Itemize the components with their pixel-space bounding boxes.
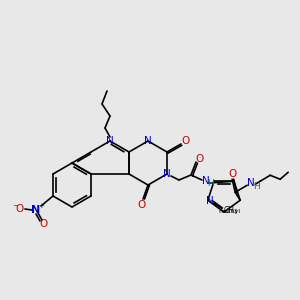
Text: N: N [202,176,210,186]
Text: H: H [208,179,214,188]
Text: −: − [12,203,18,209]
Text: N: N [144,136,152,146]
Text: N: N [32,205,40,215]
Text: +: + [38,203,44,209]
Text: CH₃: CH₃ [224,206,238,215]
Text: O: O [138,200,146,210]
Text: methyl: methyl [219,209,241,214]
Text: N: N [247,178,255,188]
Text: N: N [106,136,114,146]
Text: N: N [206,196,214,206]
Text: O: O [40,219,48,229]
Text: O: O [15,204,23,214]
Text: N: N [163,169,171,179]
Text: O: O [195,154,203,164]
Text: O: O [228,169,236,179]
Text: H: H [253,182,260,191]
Text: O: O [182,136,190,146]
